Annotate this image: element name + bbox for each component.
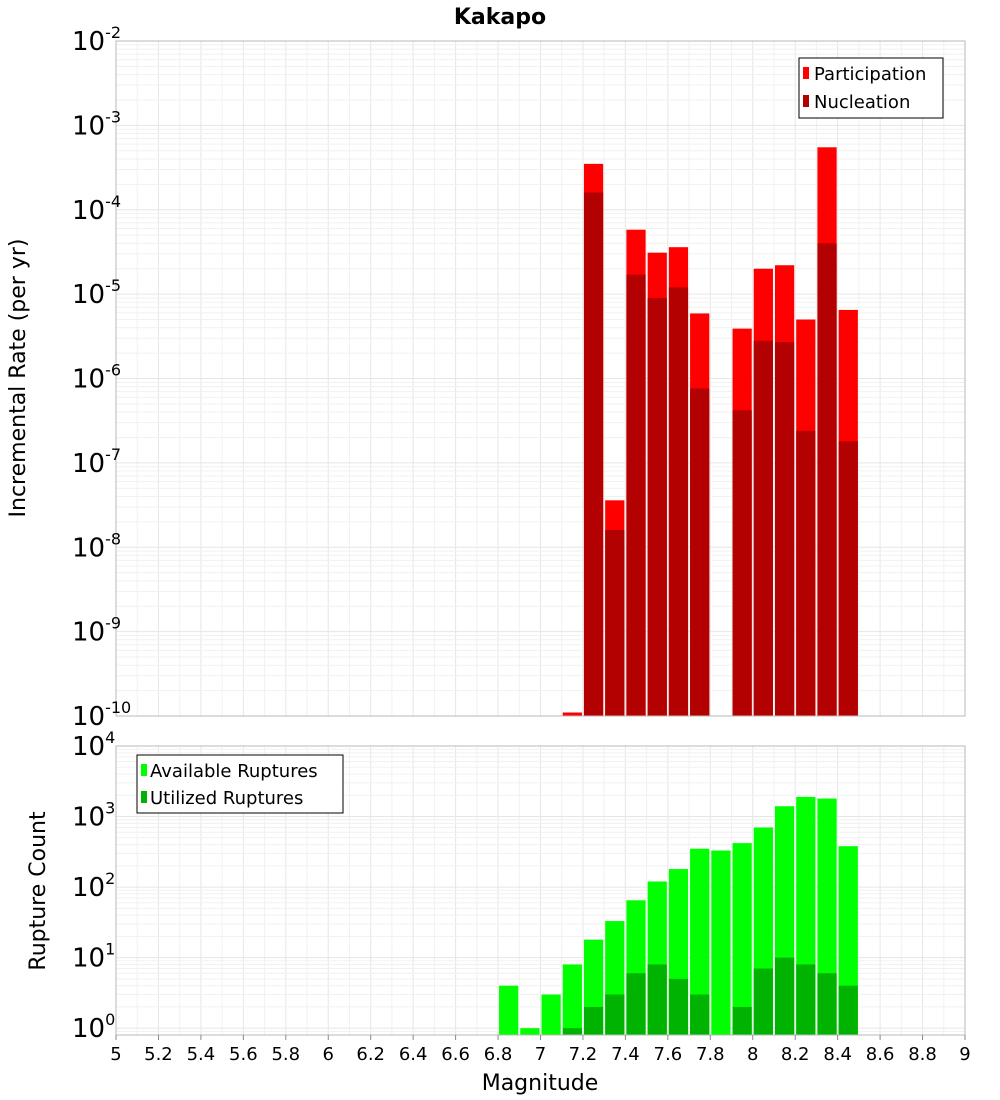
bar-utilized-ruptures-7_15 <box>562 1028 582 1035</box>
x-tick-label: 5 <box>110 1044 121 1065</box>
bar-utilized-ruptures-8_25 <box>796 964 816 1035</box>
bottom-y-ticks: 100 101 102 103 104 <box>72 728 115 1044</box>
bar-utilized-ruptures-8_35 <box>817 973 837 1035</box>
bar-nucleation-7_75 <box>690 388 710 716</box>
y-tick-label: 10-2 <box>72 23 121 57</box>
chart-title: Kakapo <box>454 5 546 30</box>
y-tick-label: 103 <box>72 799 115 833</box>
legend-label-nucleation: Nucleation <box>814 92 910 113</box>
bar-available-ruptures-6_85 <box>499 985 519 1035</box>
bottom-legend: Available Ruptures Utilized Ruptures <box>136 754 344 814</box>
bar-utilized-ruptures-8_15 <box>774 957 795 1035</box>
bottom-legend-box <box>136 754 344 814</box>
bar-nucleation-7_65 <box>668 287 689 716</box>
bar-nucleation-7_55 <box>647 297 667 716</box>
x-tick-label: 8.2 <box>781 1044 810 1065</box>
top-grid <box>115 40 966 717</box>
bar-nucleation-8_25 <box>796 430 816 716</box>
x-tick-label: 7.4 <box>611 1044 640 1065</box>
top-y-axis-label: Incremental Rate (per yr) <box>6 239 31 518</box>
y-tick-label: 10-9 <box>72 614 121 648</box>
bar-utilized-ruptures-7_95 <box>732 1006 752 1035</box>
y-tick-label: 101 <box>72 940 115 974</box>
bar-utilized-ruptures-7_25 <box>583 1006 604 1035</box>
legend-label-available-ruptures: Available Ruptures <box>150 761 318 782</box>
x-tick-label: 5.6 <box>229 1044 258 1065</box>
bar-available-ruptures-7_15 <box>562 964 582 1035</box>
x-tick-label: 8.6 <box>866 1044 895 1065</box>
y-tick-label: 104 <box>72 728 115 762</box>
y-tick-label: 10-7 <box>72 445 121 479</box>
x-tick-label: 6.8 <box>484 1044 513 1065</box>
bar-utilized-ruptures-8_05 <box>753 968 773 1035</box>
legend-swatch-participation <box>803 67 809 79</box>
y-tick-label: 10-4 <box>72 192 121 226</box>
y-tick-label: 10-6 <box>72 361 121 395</box>
bar-nucleation-8_05 <box>753 340 773 716</box>
x-tick-label: 5.2 <box>144 1044 173 1065</box>
bar-nucleation-8_45 <box>838 441 858 716</box>
bar-utilized-ruptures-7_55 <box>647 964 667 1035</box>
x-tick-label: 9 <box>959 1044 970 1065</box>
bar-available-ruptures-7_85 <box>711 850 731 1035</box>
top-bars <box>562 147 858 717</box>
y-tick-label: 10-10 <box>72 698 131 732</box>
y-tick-label: 102 <box>72 869 115 903</box>
x-tick-label: 5.4 <box>187 1044 216 1065</box>
x-tick-label: 8.8 <box>908 1044 937 1065</box>
y-tick-label: 100 <box>72 1010 115 1044</box>
bar-nucleation-7_45 <box>626 274 646 716</box>
x-tick-label: 5.8 <box>271 1044 300 1065</box>
bar-available-ruptures-6_95 <box>520 1028 540 1035</box>
bar-utilized-ruptures-7_65 <box>668 978 689 1035</box>
x-tick-label: 8 <box>747 1044 758 1065</box>
bar-utilized-ruptures-7_35 <box>605 994 625 1035</box>
x-tick-label: 6.4 <box>399 1044 428 1065</box>
x-axis-label: Magnitude <box>482 1071 599 1096</box>
bottom-y-axis-label: Rupture Count <box>26 811 51 971</box>
bar-available-ruptures-7_95 <box>732 843 752 1035</box>
bar-nucleation-7_95 <box>732 410 752 716</box>
bottom-bars <box>499 796 858 1035</box>
bar-nucleation-7_25 <box>583 192 604 717</box>
bar-utilized-ruptures-7_45 <box>626 973 646 1035</box>
top-plot-frame <box>115 40 966 717</box>
legend-swatch-utilized-ruptures <box>141 791 147 803</box>
x-tick-label: 6 <box>323 1044 334 1065</box>
top-legend: Participation Nucleation <box>798 57 944 119</box>
bar-nucleation-8_15 <box>774 342 795 716</box>
bar-nucleation-7_35 <box>605 530 625 716</box>
y-tick-label: 10-3 <box>72 107 121 141</box>
x-tick-label: 7.8 <box>696 1044 725 1065</box>
legend-swatch-available-ruptures <box>141 764 147 776</box>
x-tick-label: 7.2 <box>569 1044 598 1065</box>
bar-utilized-ruptures-7_75 <box>690 994 710 1035</box>
bar-utilized-ruptures-8_45 <box>838 985 858 1035</box>
x-tick-label: 6.2 <box>356 1044 385 1065</box>
legend-swatch-nucleation <box>803 95 809 107</box>
x-ticks: 5 5.2 5.4 5.6 5.8 6 6.2 6.4 6.6 6.8 7 7.2 7.4 7.6 7.8 8… <box>110 1035 971 1065</box>
bar-nucleation-8_35 <box>817 243 837 717</box>
bar-available-ruptures-7_05 <box>541 994 561 1035</box>
bar-available-ruptures-7_75 <box>690 848 710 1035</box>
bar-participation-7_15 <box>562 712 582 716</box>
top-legend-box <box>798 57 944 119</box>
x-tick-label: 7.6 <box>654 1044 683 1065</box>
x-tick-label: 6.6 <box>441 1044 470 1065</box>
legend-label-participation: Participation <box>814 64 926 85</box>
y-tick-label: 10-5 <box>72 276 121 310</box>
x-tick-label: 7 <box>535 1044 546 1065</box>
y-tick-label: 10-8 <box>72 529 121 563</box>
legend-label-utilized-ruptures: Utilized Ruptures <box>150 788 303 809</box>
top-y-ticks: 10-10 10-9 10-8 10-7 10-6 10-5 10-4 10-3 10-2 <box>72 23 131 732</box>
x-tick-label: 8.4 <box>823 1044 852 1065</box>
